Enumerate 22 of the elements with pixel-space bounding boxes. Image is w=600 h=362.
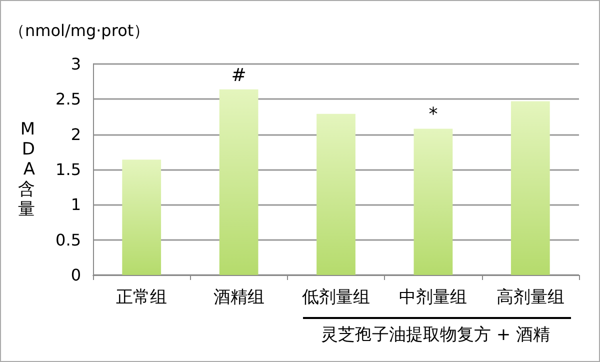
x-tick-label: 高剂量组	[496, 288, 564, 308]
bar	[510, 101, 550, 275]
x-tick-label: 低剂量组	[302, 288, 370, 308]
bar	[414, 128, 453, 275]
y-tick-label: 0	[70, 266, 81, 284]
x-tick-label: 正常组	[116, 288, 168, 308]
y-tick-label: 0.5	[56, 230, 81, 250]
bar	[219, 89, 258, 275]
annotation: #	[231, 64, 246, 86]
text: （nmol/mg·prot）	[9, 21, 150, 42]
annotation: *	[428, 104, 438, 126]
bar	[122, 160, 162, 275]
y-axis-title: MDA含量	[18, 120, 36, 220]
y-tick-label: 2	[70, 124, 81, 144]
y-tick-label: 2.5	[56, 90, 81, 109]
text: 灵芝孢子油提取物复方 + 酒精	[321, 324, 550, 346]
x-tick-label: 中剂量组	[399, 288, 468, 308]
bar	[316, 114, 356, 275]
y-tick-label: 1	[70, 195, 81, 214]
y-tick-label: 1.5	[56, 160, 81, 179]
y-tick-label: 3	[70, 54, 81, 74]
x-tick-label: 酒精组	[213, 288, 264, 308]
